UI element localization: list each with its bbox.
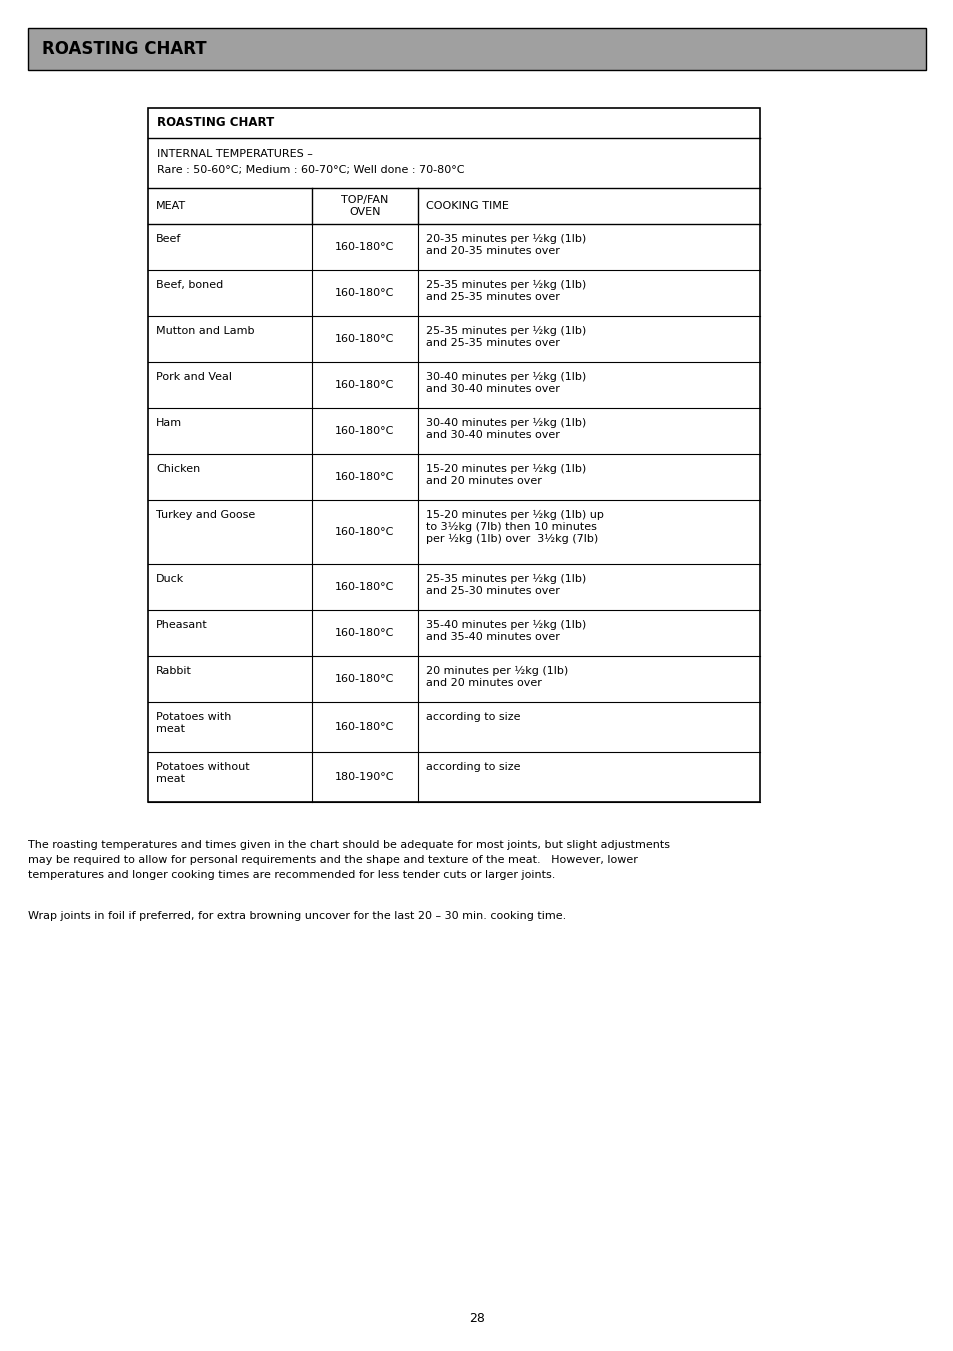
- Text: 25-35 minutes per ½kg (1lb)
and 25-30 minutes over: 25-35 minutes per ½kg (1lb) and 25-30 mi…: [425, 574, 585, 596]
- Text: 15-20 minutes per ½kg (1lb) up
to 3½kg (7lb) then 10 minutes
per ½kg (1lb) over : 15-20 minutes per ½kg (1lb) up to 3½kg (…: [425, 509, 603, 543]
- Text: 20 minutes per ½kg (1lb)
and 20 minutes over: 20 minutes per ½kg (1lb) and 20 minutes …: [425, 666, 568, 688]
- Text: Beef, boned: Beef, boned: [156, 280, 223, 290]
- Text: according to size: according to size: [425, 712, 519, 721]
- Text: The roasting temperatures and times given in the chart should be adequate for mo: The roasting temperatures and times give…: [28, 840, 669, 850]
- Text: 25-35 minutes per ½kg (1lb)
and 25-35 minutes over: 25-35 minutes per ½kg (1lb) and 25-35 mi…: [425, 326, 585, 347]
- Text: Pork and Veal: Pork and Veal: [156, 372, 232, 382]
- Text: 160-180°C: 160-180°C: [335, 426, 395, 436]
- Text: 28: 28: [469, 1312, 484, 1324]
- Text: COOKING TIME: COOKING TIME: [425, 201, 508, 211]
- Text: Duck: Duck: [156, 574, 184, 584]
- Text: 25-35 minutes per ½kg (1lb)
and 25-35 minutes over: 25-35 minutes per ½kg (1lb) and 25-35 mi…: [425, 280, 585, 301]
- Text: Ham: Ham: [156, 417, 182, 428]
- Text: Rare : 50-60°C; Medium : 60-70°C; Well done : 70-80°C: Rare : 50-60°C; Medium : 60-70°C; Well d…: [157, 165, 464, 176]
- Text: Pheasant: Pheasant: [156, 620, 208, 630]
- Text: ROASTING CHART: ROASTING CHART: [157, 116, 274, 130]
- Text: Mutton and Lamb: Mutton and Lamb: [156, 326, 254, 336]
- Text: 160-180°C: 160-180°C: [335, 334, 395, 345]
- Text: 160-180°C: 160-180°C: [335, 471, 395, 482]
- Text: according to size: according to size: [425, 762, 519, 771]
- Text: 160-180°C: 160-180°C: [335, 527, 395, 536]
- Text: 160-180°C: 160-180°C: [335, 242, 395, 253]
- Text: Turkey and Goose: Turkey and Goose: [156, 509, 255, 520]
- Text: INTERNAL TEMPERATURES –: INTERNAL TEMPERATURES –: [157, 149, 313, 159]
- Text: 160-180°C: 160-180°C: [335, 380, 395, 390]
- Text: 30-40 minutes per ½kg (1lb)
and 30-40 minutes over: 30-40 minutes per ½kg (1lb) and 30-40 mi…: [425, 372, 585, 393]
- Text: MEAT: MEAT: [156, 201, 186, 211]
- Text: Potatoes with
meat: Potatoes with meat: [156, 712, 232, 734]
- Text: temperatures and longer cooking times are recommended for less tender cuts or la: temperatures and longer cooking times ar…: [28, 870, 555, 880]
- Text: 160-180°C: 160-180°C: [335, 288, 395, 299]
- Text: may be required to allow for personal requirements and the shape and texture of : may be required to allow for personal re…: [28, 855, 638, 865]
- Text: 180-190°C: 180-190°C: [335, 771, 395, 782]
- Text: 160-180°C: 160-180°C: [335, 674, 395, 684]
- Text: Beef: Beef: [156, 234, 181, 245]
- Text: Potatoes without
meat: Potatoes without meat: [156, 762, 250, 784]
- Text: 160-180°C: 160-180°C: [335, 628, 395, 638]
- Text: Rabbit: Rabbit: [156, 666, 192, 676]
- Bar: [148, 108, 760, 802]
- Text: TOP/FAN
OVEN: TOP/FAN OVEN: [341, 195, 388, 216]
- Text: 160-180°C: 160-180°C: [335, 721, 395, 732]
- Text: ROASTING CHART: ROASTING CHART: [42, 41, 207, 58]
- Text: Wrap joints in foil if preferred, for extra browning uncover for the last 20 – 3: Wrap joints in foil if preferred, for ex…: [28, 911, 566, 921]
- Text: Chicken: Chicken: [156, 463, 200, 474]
- Text: 15-20 minutes per ½kg (1lb)
and 20 minutes over: 15-20 minutes per ½kg (1lb) and 20 minut…: [425, 463, 585, 486]
- Text: 35-40 minutes per ½kg (1lb)
and 35-40 minutes over: 35-40 minutes per ½kg (1lb) and 35-40 mi…: [425, 620, 585, 642]
- Bar: [28, 28, 925, 70]
- Text: 30-40 minutes per ½kg (1lb)
and 30-40 minutes over: 30-40 minutes per ½kg (1lb) and 30-40 mi…: [425, 417, 585, 439]
- Text: 160-180°C: 160-180°C: [335, 582, 395, 592]
- Text: 20-35 minutes per ½kg (1lb)
and 20-35 minutes over: 20-35 minutes per ½kg (1lb) and 20-35 mi…: [425, 234, 585, 255]
